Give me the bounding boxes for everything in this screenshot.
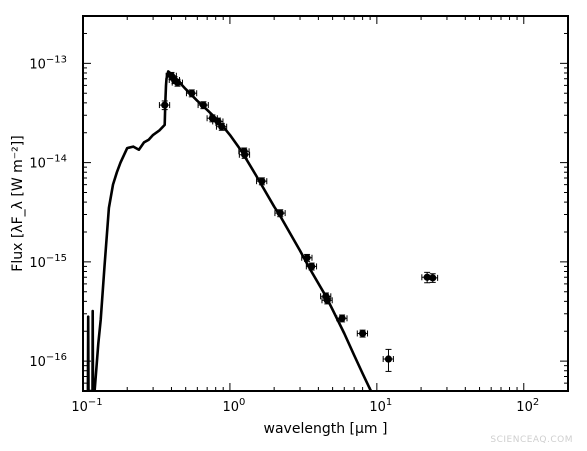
data-point xyxy=(336,314,348,323)
data-point xyxy=(256,177,268,186)
y-tick-label: 10−13 xyxy=(29,54,67,72)
photometry-marker xyxy=(429,274,437,282)
photometry-marker xyxy=(359,329,367,338)
data-point xyxy=(301,253,313,262)
photometry-marker xyxy=(303,254,311,262)
photometry-marker xyxy=(199,101,208,109)
photometry-marker xyxy=(308,262,316,271)
x-tick-label: 102 xyxy=(516,397,539,415)
axis-ticks xyxy=(82,15,569,392)
photometry-marker xyxy=(218,123,226,131)
plot-marks xyxy=(86,70,439,391)
x-tick-label: 10−1 xyxy=(71,397,102,415)
data-point xyxy=(382,348,394,372)
data-point xyxy=(215,122,228,131)
y-tick-label: 10−16 xyxy=(29,352,67,370)
photometry-marker xyxy=(241,151,249,159)
data-point xyxy=(356,329,369,338)
photometry-marker xyxy=(276,209,284,217)
watermark: SCIENCEAQ.COM xyxy=(490,435,573,445)
data-point xyxy=(185,89,198,98)
photometry-marker xyxy=(384,355,393,363)
photometry-marker xyxy=(208,114,217,122)
x-tick-label: 100 xyxy=(222,397,245,415)
plot-frame xyxy=(82,15,569,392)
model-sed-line xyxy=(86,70,373,391)
photometry-marker xyxy=(188,89,196,97)
data-point xyxy=(305,262,318,271)
y-axis-label: Flux [λF_λ [W m⁻²]] xyxy=(10,135,26,271)
axis-tick-labels: 10−1 100 101 102 10−16 10−15 10−14 10−13 xyxy=(29,54,539,415)
y-tick-label: 10−15 xyxy=(29,253,67,271)
y-tick-label: 10−14 xyxy=(29,154,67,172)
data-point xyxy=(321,296,333,305)
photometry-marker xyxy=(258,177,266,185)
data-point xyxy=(197,101,209,110)
data-point xyxy=(171,78,183,87)
data-point xyxy=(274,209,286,218)
photometry-marker xyxy=(173,78,182,87)
photometry-marker xyxy=(323,296,331,304)
data-point xyxy=(158,100,171,111)
photometry-marker xyxy=(338,314,346,322)
data-point xyxy=(238,150,251,159)
data-point xyxy=(426,273,439,283)
x-axis-label: wavelength [μm ] xyxy=(264,421,388,437)
photometry-marker xyxy=(161,101,169,109)
x-tick-label: 101 xyxy=(369,397,392,415)
